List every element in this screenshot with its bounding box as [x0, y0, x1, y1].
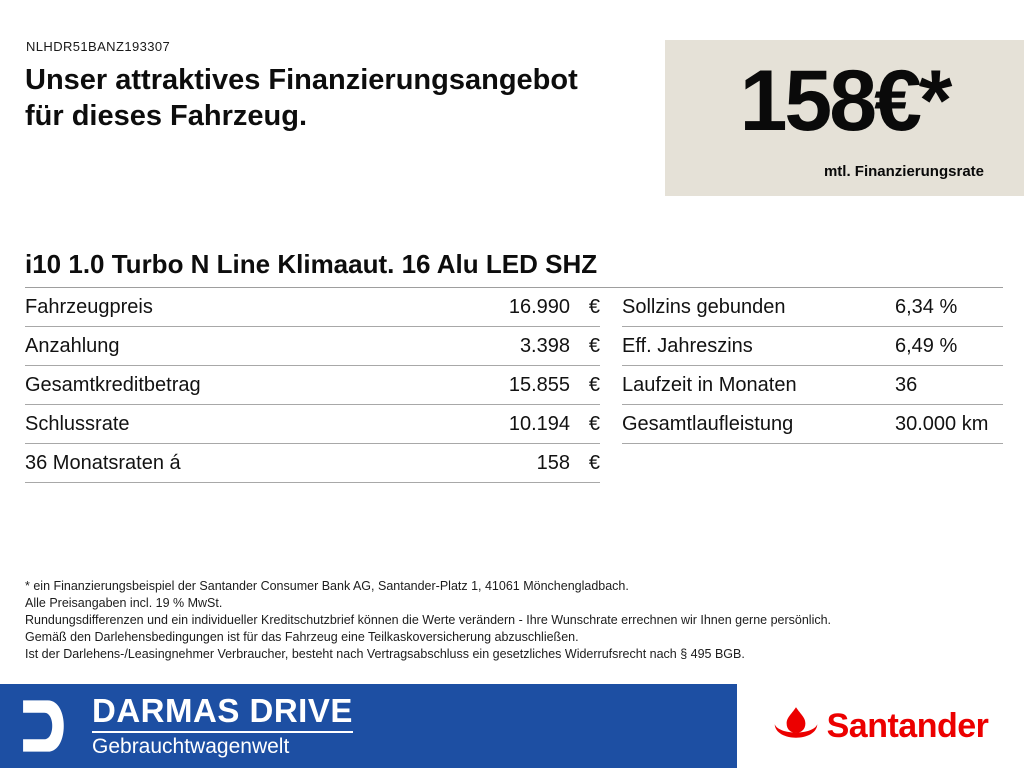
page-title-line1: Unser attraktives Finanzierungsangebot [25, 64, 578, 96]
finance-table-left-column: Fahrzeugpreis 16.990 € Anzahlung 3.398 €… [25, 288, 600, 483]
row-label: Sollzins gebunden [622, 295, 786, 318]
disclaimer-line: Rundungsdifferenzen und ein individuelle… [25, 613, 832, 627]
page-title: Unser attraktives Finanzierungsangebot f… [25, 62, 578, 134]
row-value: 16.990 [508, 295, 570, 318]
disclaimer-text: * ein Finanzierungsbeispiel der Santande… [25, 578, 831, 663]
row-label: Anzahlung [25, 334, 120, 357]
row-value: 30.000 km [895, 412, 989, 435]
row-unit: € [588, 334, 600, 357]
disclaimer-line: Ist der Darlehens-/Leasingnehmer Verbrau… [25, 647, 745, 661]
dealer-divider [92, 730, 353, 733]
vehicle-title: i10 1.0 Turbo N Line Klimaaut. 16 Alu LE… [25, 249, 598, 279]
table-row-gesamtkreditbetrag: Gesamtkreditbetrag 15.855 € [25, 366, 600, 405]
row-label: Fahrzeugpreis [25, 295, 153, 318]
disclaimer-line: Alle Preisangaben incl. 19 % MwSt. [25, 596, 223, 610]
table-row-schlussrate: Schlussrate 10.194 € [25, 405, 600, 444]
page-title-line2: für dieses Fahrzeug. [25, 100, 308, 132]
finance-table-right-column: Sollzins gebunden 6,34 % Eff. Jahreszins… [622, 288, 1003, 483]
row-label: Laufzeit in Monaten [622, 373, 797, 396]
row-value: 158 [536, 451, 570, 474]
dealer-subtitle: Gebrauchtwagenwelt [92, 734, 290, 758]
row-label: Eff. Jahreszins [622, 334, 753, 357]
footer: DARMAS DRIVE Gebrauchtwagenwelt Santande… [0, 684, 1024, 768]
bank-footer-area: Santander [737, 684, 1024, 768]
finance-table: Fahrzeugpreis 16.990 € Anzahlung 3.398 €… [25, 287, 1003, 483]
row-value: 6,34 % [895, 295, 958, 318]
table-row-fahrzeugpreis: Fahrzeugpreis 16.990 € [25, 288, 600, 327]
row-unit: € [588, 373, 600, 396]
monthly-rate-box: 158€* mtl. Finanzierungsrate [665, 40, 1024, 196]
row-unit: € [588, 412, 600, 435]
dealer-name: DARMAS DRIVE [92, 691, 353, 729]
row-unit: € [588, 295, 600, 318]
table-row-laufzeit: Laufzeit in Monaten 36 [622, 366, 1003, 405]
santander-wordmark: Santander [826, 706, 989, 745]
santander-flame-icon [774, 707, 817, 738]
dealer-footer-bar: DARMAS DRIVE Gebrauchtwagenwelt [0, 684, 737, 768]
row-value: 10.194 [508, 412, 570, 435]
row-unit: € [588, 451, 600, 474]
row-value: 15.855 [508, 373, 570, 396]
row-label: 36 Monatsraten á [25, 451, 181, 474]
row-value: 3.398 [519, 334, 570, 357]
table-row-monatsraten: 36 Monatsraten á 158 € [25, 444, 600, 483]
monthly-rate-value: 158€* [739, 53, 953, 149]
disclaimer-line: Gemäß den Darlehensbedingungen ist für d… [25, 630, 579, 644]
table-row-anzahlung: Anzahlung 3.398 € [25, 327, 600, 366]
dealer-text-block: DARMAS DRIVE Gebrauchtwagenwelt [92, 691, 353, 759]
row-value: 36 [895, 373, 918, 396]
table-row-jahreszins: Eff. Jahreszins 6,49 % [622, 327, 1003, 366]
monthly-rate-caption: mtl. Finanzierungsrate [823, 163, 984, 180]
dealer-d-logo-icon [23, 700, 64, 752]
vehicle-id-number: NLHDR51BANZ193307 [26, 39, 171, 54]
row-label: Gesamtlaufleistung [622, 412, 794, 435]
disclaimer-line: * ein Finanzierungsbeispiel der Santande… [25, 579, 629, 593]
row-value: 6,49 % [895, 334, 958, 357]
table-row-gesamtlaufleistung: Gesamtlaufleistung 30.000 km [622, 405, 1003, 444]
row-label: Schlussrate [25, 412, 130, 435]
table-row-sollzins: Sollzins gebunden 6,34 % [622, 288, 1003, 327]
row-label: Gesamtkreditbetrag [25, 373, 201, 396]
